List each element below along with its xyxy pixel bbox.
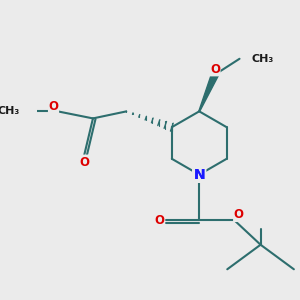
Text: CH₃: CH₃	[0, 106, 19, 116]
Polygon shape	[199, 73, 218, 112]
Text: N: N	[194, 168, 205, 182]
Text: N: N	[194, 168, 205, 182]
Text: CH₃: CH₃	[252, 54, 274, 64]
Circle shape	[193, 169, 206, 181]
Text: O: O	[49, 100, 58, 112]
Text: O: O	[210, 63, 220, 76]
Text: O: O	[154, 214, 164, 227]
Text: O: O	[234, 208, 244, 221]
Text: O: O	[79, 156, 89, 169]
